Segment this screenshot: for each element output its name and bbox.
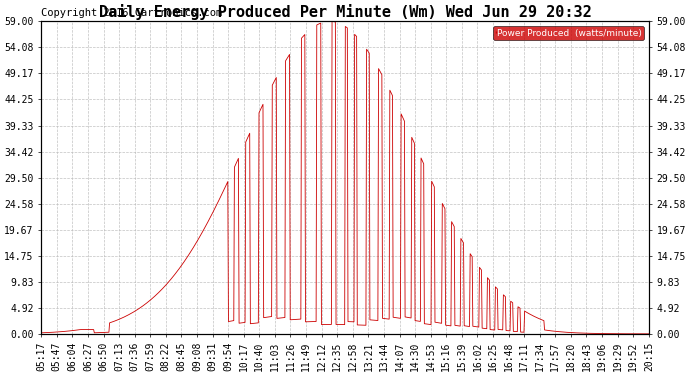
- Title: Daily Energy Produced Per Minute (Wm) Wed Jun 29 20:32: Daily Energy Produced Per Minute (Wm) We…: [99, 4, 591, 20]
- Text: Copyright 2016 Cartronics.com: Copyright 2016 Cartronics.com: [41, 8, 222, 18]
- Legend: Power Produced  (watts/minute): Power Produced (watts/minute): [493, 26, 644, 40]
